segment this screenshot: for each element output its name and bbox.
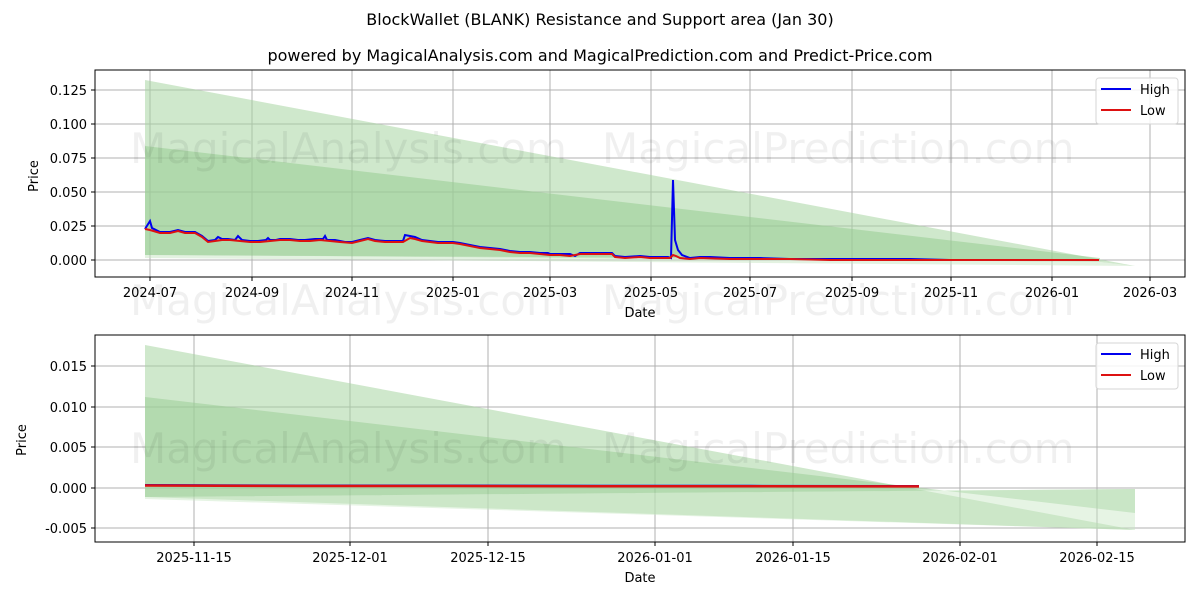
- top-low-line: [144, 228, 1099, 261]
- top-lower-band: [145, 255, 1135, 266]
- top-x-axis: 2024-07 2024-09 2024-11 2025-01 2025-03 …: [123, 277, 1177, 321]
- top-y-axis: 0.125 0.100 0.075 0.050 0.025 0.000 Pric…: [27, 84, 95, 269]
- x-tick: 2026-02-01: [922, 551, 998, 566]
- bottom-y-axis: 0.015 0.010 0.005 0.000 -0.005 Price: [15, 360, 95, 537]
- bottom-legend: High Low: [1095, 342, 1179, 390]
- bottom-axes-frame: [94, 334, 1186, 543]
- x-tick: 2025-12-15: [450, 551, 526, 566]
- chart-title: BlockWallet (BLANK) Resistance and Suppo…: [366, 10, 834, 29]
- bottom-chart: MagicalAnalysis.com MagicalPrediction.co…: [15, 334, 1186, 586]
- y-tick: 0.000: [50, 254, 87, 269]
- watermark-analysis-2: MagicalAnalysis.com: [130, 276, 567, 325]
- x-tick: 2026-01-15: [755, 551, 831, 566]
- bottom-low-line: [144, 484, 920, 488]
- x-tick: 2024-11: [325, 286, 379, 301]
- y-tick: 0.010: [50, 401, 87, 416]
- top-axes-frame: [94, 69, 1186, 278]
- y-tick: -0.005: [45, 522, 87, 537]
- legend-high-label: High: [1140, 348, 1170, 363]
- legend-low-label: Low: [1140, 104, 1166, 119]
- y-tick: 0.125: [50, 84, 87, 99]
- x-tick: 2025-03: [523, 286, 577, 301]
- y-tick: 0.015: [50, 360, 87, 375]
- x-tick: 2026-01: [1025, 286, 1079, 301]
- x-tick: 2025-12-01: [312, 551, 388, 566]
- y-tick: 0.075: [50, 152, 87, 167]
- bottom-support-band: [145, 397, 1135, 513]
- x-tick: 2025-05: [624, 286, 678, 301]
- bottom-lower-band: [145, 489, 1135, 530]
- x-tick: 2026-01-01: [617, 551, 693, 566]
- bottom-x-axis-label: Date: [624, 571, 655, 586]
- bottom-x-axis: 2025-11-15 2025-12-01 2025-12-15 2026-01…: [156, 542, 1135, 586]
- watermark-analysis-bottom: MagicalAnalysis.com: [130, 424, 567, 473]
- x-tick: 2025-01: [426, 286, 480, 301]
- y-tick: 0.005: [50, 441, 87, 456]
- x-tick: 2026-03: [1123, 286, 1177, 301]
- top-y-axis-label: Price: [27, 160, 42, 192]
- y-tick: 0.100: [50, 118, 87, 133]
- x-tick: 2025-09: [825, 286, 879, 301]
- watermark-prediction-2: MagicalPrediction.com: [602, 276, 1075, 325]
- top-x-axis-label: Date: [624, 306, 655, 321]
- x-tick: 2024-07: [123, 286, 177, 301]
- y-tick: 0.025: [50, 220, 87, 235]
- x-tick: 2025-11: [924, 286, 978, 301]
- bottom-y-axis-label: Price: [15, 424, 30, 456]
- x-tick: 2024-09: [225, 286, 279, 301]
- chart-subtitle: powered by MagicalAnalysis.com and Magic…: [267, 46, 933, 65]
- y-tick: 0.000: [50, 482, 87, 497]
- watermark-prediction-bottom: MagicalPrediction.com: [602, 424, 1075, 473]
- watermark-analysis: MagicalAnalysis.com: [130, 124, 567, 173]
- legend-high-label: High: [1140, 83, 1170, 98]
- y-tick: 0.050: [50, 186, 87, 201]
- watermark-prediction: MagicalPrediction.com: [602, 124, 1075, 173]
- x-tick: 2025-11-15: [156, 551, 232, 566]
- top-support-band: [145, 146, 1100, 260]
- legend-low-label: Low: [1140, 369, 1166, 384]
- x-tick: 2025-07: [723, 286, 777, 301]
- top-chart: MagicalAnalysis.com MagicalPrediction.co…: [27, 69, 1186, 325]
- top-legend: High Low: [1095, 77, 1179, 125]
- x-tick: 2026-02-15: [1059, 551, 1135, 566]
